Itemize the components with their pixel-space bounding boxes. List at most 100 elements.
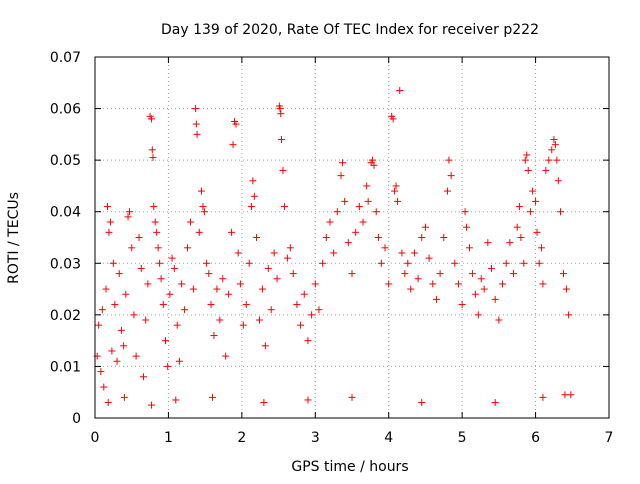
data-point [260, 399, 268, 407]
data-point [249, 177, 257, 185]
data-point [168, 254, 176, 262]
data-point [407, 285, 415, 293]
data-point [355, 203, 363, 211]
data-point [247, 203, 255, 211]
data-point [219, 275, 227, 283]
data-point [250, 192, 258, 200]
y-tick-label: 0.06 [50, 102, 81, 118]
data-point [535, 259, 543, 267]
data-point [261, 342, 269, 350]
data-point [474, 311, 482, 319]
data-point [499, 280, 507, 288]
data-point [495, 316, 503, 324]
data-point [175, 357, 183, 365]
x-tick-label: 2 [237, 430, 246, 446]
data-point [200, 208, 208, 216]
y-tick-label: 0.07 [50, 50, 81, 66]
data-point [410, 249, 418, 257]
data-point [372, 208, 380, 216]
data-point [521, 156, 529, 164]
data-point [203, 259, 211, 267]
data-point [506, 239, 514, 247]
x-tick-label: 1 [164, 430, 173, 446]
data-point [280, 203, 288, 211]
data-point [517, 234, 525, 241]
data-point [286, 244, 294, 252]
data-point [197, 187, 205, 195]
data-point [550, 136, 558, 144]
data-point [389, 115, 397, 123]
data-point [363, 182, 371, 190]
data-point [369, 156, 377, 164]
data-point [524, 166, 532, 174]
data-point [385, 280, 393, 288]
data-point [333, 208, 341, 216]
data-point [458, 301, 466, 309]
data-point [157, 275, 165, 283]
x-tick-label: 4 [384, 430, 393, 446]
data-point [565, 311, 573, 319]
y-tick-label: 0.02 [50, 308, 81, 324]
data-point [404, 259, 412, 267]
data-point [149, 154, 157, 162]
data-point [396, 87, 404, 95]
data-point [445, 156, 453, 164]
data-point [510, 270, 518, 278]
data-point [454, 280, 462, 288]
data-point [109, 259, 117, 267]
data-point [392, 182, 400, 190]
data-point [293, 301, 301, 309]
data-point [242, 301, 250, 309]
data-point [106, 218, 114, 226]
data-point [239, 321, 247, 329]
data-point [192, 120, 200, 128]
data-point [562, 285, 570, 293]
data-point [348, 393, 356, 401]
data-point [337, 172, 345, 180]
data-point [319, 259, 327, 267]
data-point [148, 401, 156, 409]
data-point [276, 105, 284, 113]
data-point [277, 110, 285, 118]
data-point [341, 197, 349, 205]
data-point [300, 290, 308, 298]
data-point [124, 213, 132, 221]
data-point [436, 270, 444, 278]
data-point [195, 228, 203, 236]
data-point [468, 270, 476, 278]
data-point [322, 234, 330, 241]
data-point [192, 105, 200, 113]
data-point [122, 290, 130, 298]
y-tick-label: 0.01 [50, 359, 81, 375]
data-point [432, 295, 440, 303]
data-point [308, 311, 316, 319]
data-point [100, 383, 108, 391]
data-point [205, 270, 213, 278]
data-point [523, 151, 531, 159]
x-tick-label: 3 [311, 430, 320, 446]
data-point [553, 156, 561, 164]
data-point [370, 161, 378, 169]
data-point [515, 203, 523, 211]
data-point [151, 218, 159, 226]
data-point [228, 228, 236, 236]
data-point [111, 301, 119, 309]
data-point [210, 331, 218, 339]
data-point [401, 270, 409, 278]
data-point [491, 399, 499, 407]
data-point [258, 285, 266, 293]
data-point [542, 166, 550, 174]
data-point [557, 208, 565, 216]
data-point [348, 270, 356, 278]
data-point [465, 244, 473, 252]
data-point [471, 290, 479, 298]
data-point [105, 228, 113, 236]
data-point [491, 295, 499, 303]
data-point [102, 285, 110, 293]
y-tick-label: 0.03 [50, 256, 81, 272]
data-point [359, 218, 367, 226]
data-point [213, 285, 221, 293]
x-tick-label: 0 [91, 430, 100, 446]
data-point [270, 249, 278, 257]
